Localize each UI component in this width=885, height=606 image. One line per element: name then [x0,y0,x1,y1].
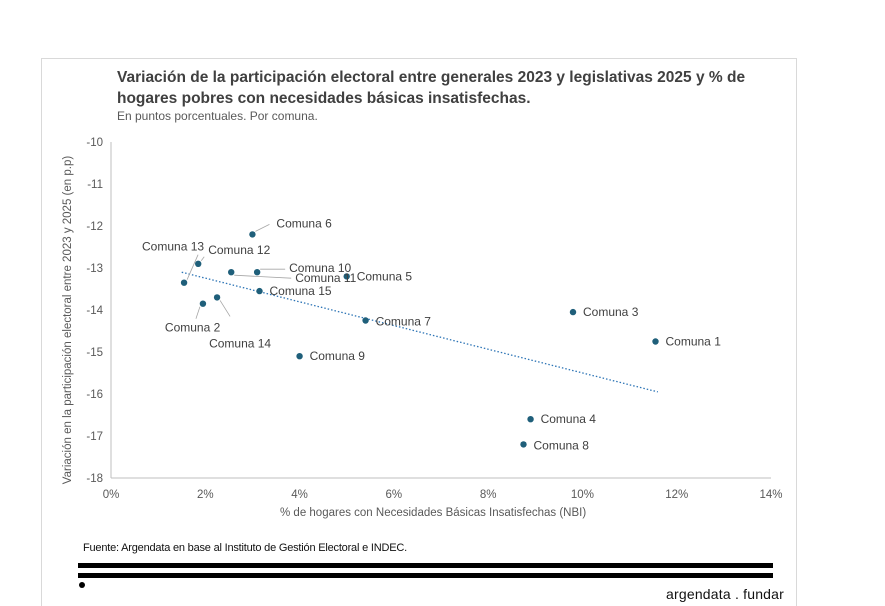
data-point-label: Comuna 4 [541,412,597,426]
data-point [199,300,207,307]
label-leader-line [219,300,231,317]
data-point-label: Comuna 6 [276,216,332,230]
data-point [527,416,534,423]
y-tick-label: -18 [86,473,103,485]
footer-bar-bottom [78,573,773,578]
data-point [180,279,188,286]
data-point [652,338,659,345]
data-point-label: Comuna 1 [666,335,722,349]
x-tick-label: 2% [197,489,214,501]
data-point [296,353,303,360]
data-point-label: Comuna 13 [142,240,204,254]
label-leader-line [234,274,292,279]
data-point [249,231,256,238]
chart-title: Variación de la participación electoral … [117,69,746,107]
y-tick-label: -16 [86,389,103,401]
chart-card [41,58,797,606]
data-point-label: Comuna 12 [208,243,270,257]
x-tick-label: 14% [759,489,782,501]
data-point-label: Comuna 2 [165,321,221,335]
y-axis-label: Variación en la participación electoral … [62,155,74,485]
data-point [343,273,350,280]
y-tick-label: -12 [86,221,103,233]
data-point [256,287,263,295]
y-tick-label: -15 [86,347,103,359]
data-point [362,317,369,324]
x-tick-label: 4% [291,489,308,501]
trendline [181,271,659,393]
data-point [213,294,221,301]
data-point [520,441,527,448]
label-leader-line [186,254,199,280]
y-tick-label: -13 [86,263,103,275]
chart-subtitle: En puntos porcentuales. Por comuna. [117,109,318,123]
data-point-label: Comuna 11 [295,271,356,285]
brand-logo: argendata . fundar [666,586,785,602]
data-point-label: Comuna 3 [583,305,639,319]
data-point [195,260,202,267]
label-leader-line [255,224,270,232]
data-point [253,269,261,276]
footer-dot [79,582,85,588]
y-tick-label: -14 [86,305,103,317]
data-point-label: Comuna 7 [376,315,432,329]
data-point-label: Comuna 9 [310,349,366,363]
data-point-label: Comuna 10 [289,261,351,275]
source-note: Fuente: Argendata en base al Instituto d… [83,542,407,554]
label-leader-line [195,306,201,319]
x-axis-label: % de hogares con Necesidades Básicas Ins… [280,507,587,519]
data-point-label: Comuna 15 [270,284,332,298]
x-tick-label: 0% [103,489,120,501]
x-tick-label: 8% [480,489,497,501]
y-tick-label: -11 [87,179,103,191]
y-tick-label: -17 [86,431,103,443]
label-leader-line [200,256,205,262]
footer-bar-top [78,563,773,568]
data-point-label: Comuna 8 [534,438,590,452]
data-point [228,269,235,276]
data-point-label: Comuna 14 [209,336,271,350]
data-point [569,308,577,316]
data-point-label: Comuna 5 [357,269,413,283]
x-tick-label: 10% [571,489,594,501]
x-tick-label: 12% [665,489,688,501]
x-tick-label: 6% [386,489,403,501]
y-tick-label: -10 [86,137,103,149]
